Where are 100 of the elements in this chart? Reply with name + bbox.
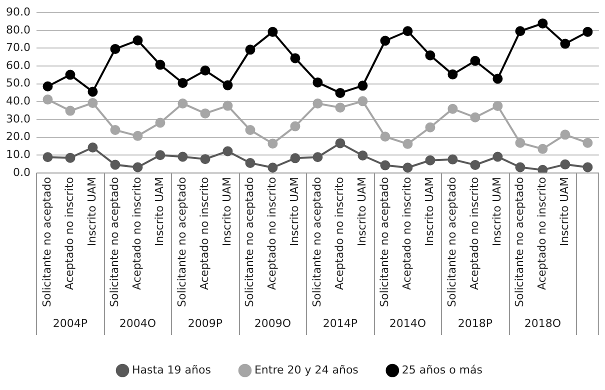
point	[155, 150, 166, 160]
point	[312, 77, 323, 88]
text: 2009O	[254, 316, 292, 330]
x-tick-label: Inscrito UAM	[153, 176, 166, 246]
point	[358, 96, 368, 106]
point	[560, 130, 570, 140]
point	[380, 36, 390, 46]
point	[582, 26, 593, 37]
point	[358, 80, 368, 91]
y-tick-label: 20.0	[6, 130, 30, 144]
point	[88, 86, 98, 97]
x-tick-label: Inscrito UAM	[86, 176, 99, 246]
point	[425, 50, 436, 60]
point	[358, 150, 368, 161]
point	[448, 104, 458, 114]
point	[335, 138, 346, 148]
point	[402, 138, 413, 149]
point	[200, 108, 210, 118]
point	[515, 162, 526, 172]
x-tick-label: Inscrito UAM	[288, 176, 302, 246]
text: 2014P	[322, 316, 358, 330]
point	[222, 146, 233, 156]
point	[582, 162, 593, 172]
point	[132, 35, 143, 46]
point	[42, 152, 53, 162]
point	[402, 162, 413, 173]
point	[65, 106, 76, 116]
point	[560, 38, 570, 49]
y-tick-label: 50.0	[6, 76, 30, 90]
point	[65, 152, 76, 163]
point	[290, 121, 300, 132]
x-tick-label: Aceptado no inscrito	[536, 176, 549, 290]
text: 2018P	[458, 316, 493, 330]
y-tick-label: 10.0	[6, 148, 30, 162]
x-tick-label: Solicitante no aceptado	[446, 176, 459, 308]
point	[538, 144, 548, 154]
point	[448, 154, 458, 164]
point	[268, 138, 278, 149]
x-tick-label: Inscrito UAM	[558, 176, 572, 246]
y-tick-label: 0.0	[12, 166, 30, 179]
x-tick-label: Aceptado no inscrito	[63, 176, 76, 290]
point	[335, 102, 346, 113]
legend-label: Hasta 19 años	[132, 363, 212, 376]
point	[425, 122, 436, 132]
x-tick-label: Solicitante no aceptado	[310, 176, 324, 308]
point	[560, 159, 570, 170]
point	[470, 112, 480, 122]
x-tick-label: Solicitante no aceptado	[108, 176, 122, 308]
point	[402, 26, 413, 36]
legend-label: Entre 20 y 24 años	[254, 363, 359, 376]
x-tick-label: Aceptado no inscrito	[333, 176, 346, 290]
point	[492, 152, 503, 162]
x-tick-label: Inscrito UAM	[423, 176, 436, 246]
point	[515, 138, 526, 148]
point	[290, 53, 300, 64]
text: 2009P	[188, 316, 223, 330]
text: 2004P	[52, 316, 88, 330]
point	[178, 78, 188, 88]
x-tick-label: Aceptado no inscrito	[468, 176, 482, 290]
x-tick-label: Solicitante no aceptado	[243, 176, 256, 308]
point	[88, 142, 98, 152]
point	[492, 74, 503, 84]
point	[155, 118, 166, 128]
point	[178, 98, 188, 108]
x-tick-label: Aceptado no inscrito	[198, 176, 212, 290]
point	[132, 130, 143, 141]
x-tick-label: Aceptado no inscrito	[266, 176, 279, 290]
point	[245, 158, 256, 168]
point	[110, 160, 120, 170]
point	[538, 164, 548, 173]
point	[290, 153, 300, 164]
x-tick-label: Inscrito UAM	[490, 176, 504, 246]
x-tick-label: Inscrito UAM	[220, 176, 234, 246]
point	[222, 100, 233, 111]
point	[42, 94, 53, 105]
y-tick-label: 80.0	[6, 23, 30, 36]
point	[425, 155, 436, 166]
point	[268, 162, 278, 173]
x-tick-label: Solicitante no aceptado	[176, 176, 189, 308]
point	[312, 152, 323, 162]
y-tick-label: 60.0	[6, 58, 30, 72]
y-tick-label: 70.0	[6, 41, 30, 54]
point	[178, 152, 188, 162]
point	[538, 18, 548, 28]
x-tick-label: Solicitante no aceptado	[378, 176, 392, 308]
y-tick-label: 90.0	[6, 5, 30, 18]
y-tick-label: 30.0	[6, 112, 30, 126]
x-tick-label: Inscrito UAM	[356, 176, 369, 246]
point	[268, 26, 278, 37]
point	[110, 125, 120, 136]
y-tick-label: 40.0	[6, 94, 30, 108]
text: 2004O	[119, 316, 156, 330]
legend-label: 25 años o más	[402, 363, 483, 376]
x-tick-label: Aceptado no inscrito	[400, 176, 414, 290]
point	[245, 125, 256, 136]
x-tick-label: Solicitante no aceptado	[40, 176, 54, 308]
point	[335, 88, 346, 98]
point	[515, 26, 526, 36]
point	[492, 100, 503, 111]
point	[380, 132, 390, 142]
